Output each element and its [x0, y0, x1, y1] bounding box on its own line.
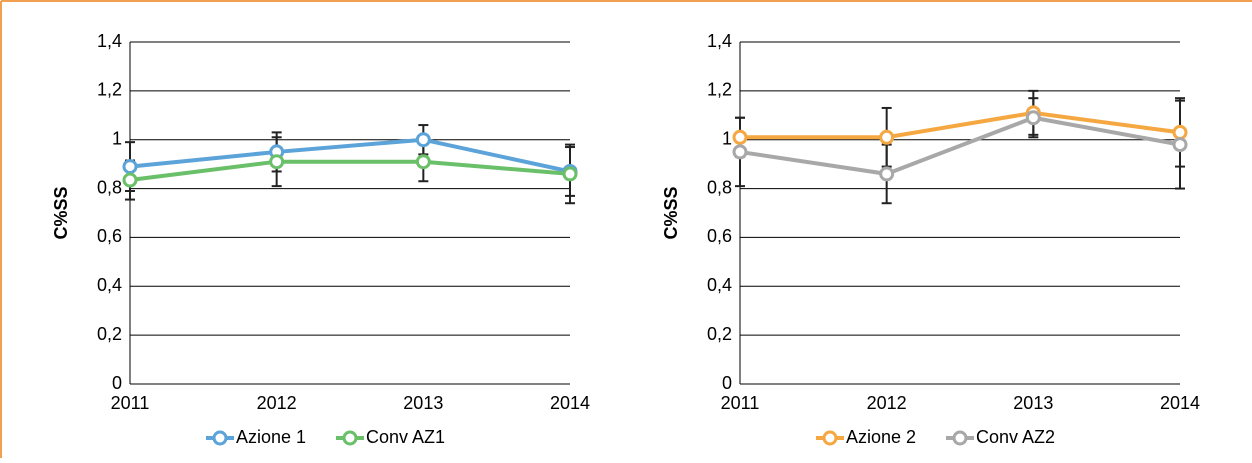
y-tick-label: 0,6: [97, 226, 122, 246]
legend-marker: [342, 430, 358, 446]
marker: [122, 159, 138, 175]
marker: [415, 154, 431, 170]
y-tick-label: 0,4: [707, 275, 732, 295]
x-tick-label: 2012: [257, 393, 297, 413]
y-tick-label: 0,2: [97, 324, 122, 344]
x-tick-label: 2012: [867, 393, 907, 413]
y-tick-label: 0,8: [707, 177, 732, 197]
legend-marker: [212, 430, 228, 446]
marker: [1172, 124, 1188, 140]
y-tick-label: 1,2: [707, 80, 732, 100]
marker: [415, 132, 431, 148]
marker: [1025, 110, 1041, 126]
y-axis-label: C%SS: [661, 186, 681, 239]
marker: [122, 172, 138, 188]
legend-label: Conv AZ1: [366, 427, 445, 447]
marker: [1172, 137, 1188, 153]
legend-marker: [952, 430, 968, 446]
y-tick-label: 0,2: [707, 324, 732, 344]
x-tick-label: 2013: [403, 393, 443, 413]
y-tick-label: 1,2: [97, 80, 122, 100]
x-tick-label: 2011: [111, 393, 150, 413]
series-line: [739, 115, 1181, 176]
marker: [879, 166, 895, 182]
marker: [879, 129, 895, 145]
x-tick-label: 2013: [1013, 393, 1053, 413]
series-line: [740, 110, 1181, 140]
y-tick-label: 0: [112, 373, 122, 393]
marker: [732, 129, 748, 145]
y-axis-label: C%SS: [51, 186, 71, 239]
y-tick-label: 0,6: [707, 226, 732, 246]
y-tick-label: 0,8: [97, 177, 122, 197]
marker: [732, 144, 748, 160]
series-line: [129, 137, 571, 174]
legend-label: Conv AZ2: [976, 427, 1055, 447]
marker: [269, 154, 285, 170]
y-tick-label: 1: [112, 128, 122, 148]
y-tick-label: 1,4: [97, 31, 122, 51]
y-tick-label: 0,4: [97, 275, 122, 295]
legend-label: Azione 2: [846, 427, 916, 447]
legend-marker: [822, 430, 838, 446]
legend-label: Azione 1: [236, 427, 306, 447]
marker: [562, 166, 578, 182]
y-tick-label: 0: [722, 373, 732, 393]
x-tick-label: 2014: [1160, 393, 1200, 413]
y-tick-label: 1,4: [707, 31, 732, 51]
x-tick-label: 2011: [721, 393, 760, 413]
series-line: [129, 159, 571, 183]
x-tick-label: 2014: [550, 393, 590, 413]
y-tick-label: 1: [722, 128, 732, 148]
